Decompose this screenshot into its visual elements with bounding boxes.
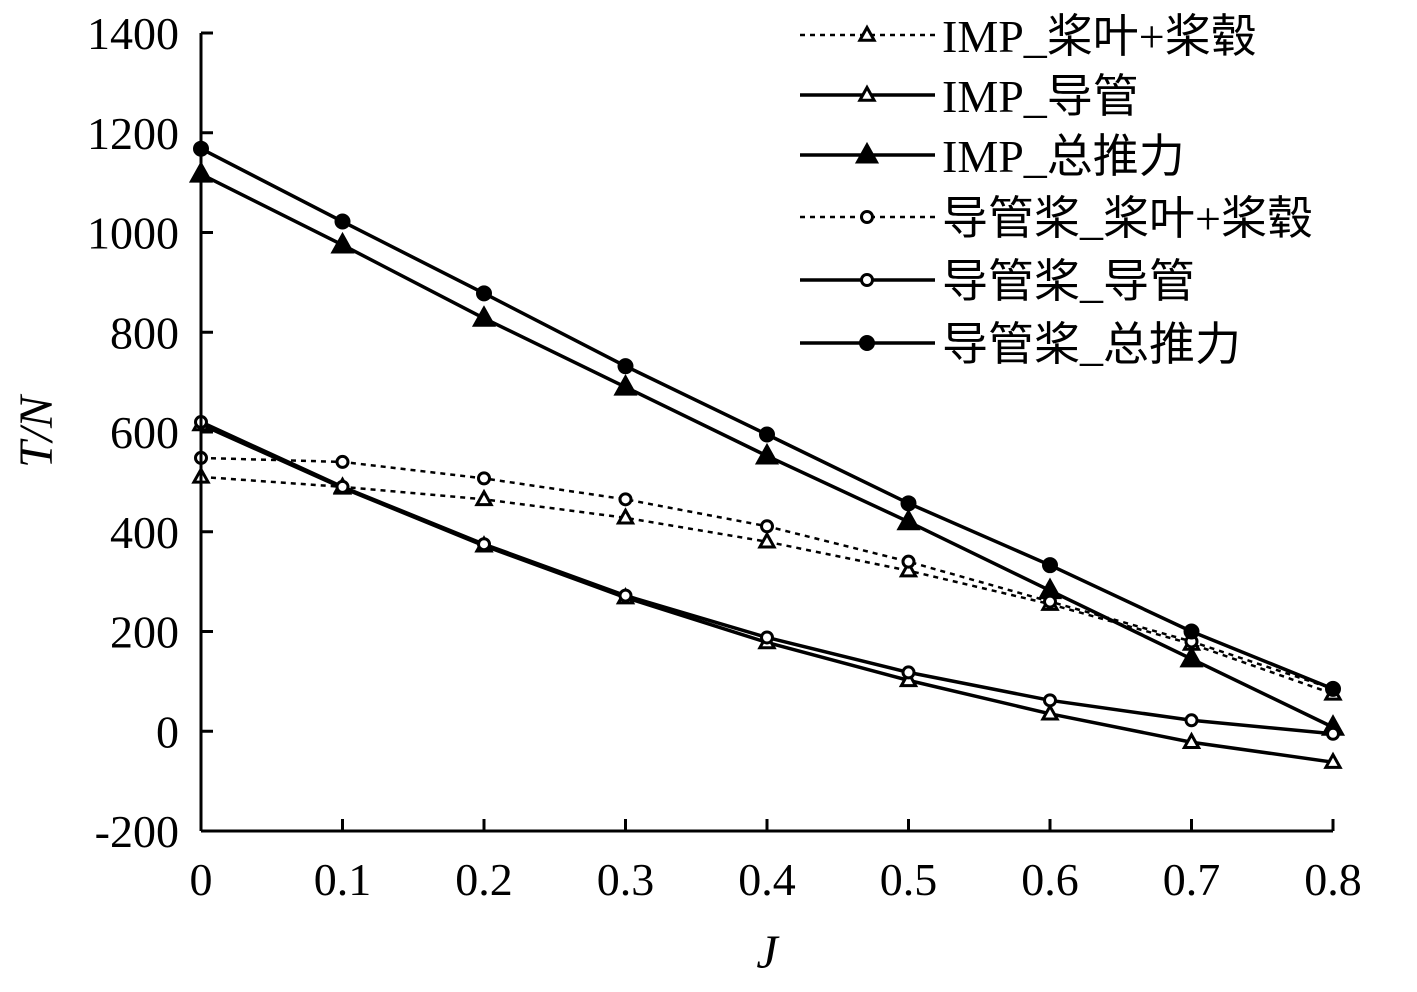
y-tick-label: 1200: [87, 108, 179, 159]
data-point: [901, 665, 916, 680]
legend-label: IMP_导管: [942, 71, 1139, 122]
data-point: [1043, 594, 1057, 609]
data-point: [1184, 713, 1199, 728]
series-2: [191, 413, 1343, 769]
x-tick-label: 0.3: [597, 854, 655, 905]
data-point: [618, 588, 633, 603]
data-point: [1040, 703, 1060, 721]
data-point: [477, 537, 491, 552]
legend-marker: [857, 84, 877, 102]
legend-marker: [859, 335, 875, 351]
data-point: [330, 231, 355, 254]
x-tick-label: 0.5: [880, 854, 938, 905]
y-tick-label: 200: [110, 607, 179, 658]
data-point: [471, 305, 497, 327]
data-point: [617, 358, 634, 375]
data-point: [618, 492, 633, 507]
y-tick-label: 1000: [87, 208, 179, 259]
data-point: [1179, 645, 1204, 668]
data-point: [900, 495, 917, 512]
legend-label: IMP_总推力: [942, 131, 1185, 182]
legend-marker: [860, 273, 874, 287]
data-point: [613, 374, 638, 396]
x-tick-label: 0.1: [314, 854, 372, 905]
data-point: [335, 454, 350, 469]
y-tick-label: -200: [95, 806, 179, 857]
data-point: [757, 531, 777, 549]
data-point: [1181, 731, 1202, 749]
data-point: [760, 630, 774, 645]
data-point: [1183, 623, 1200, 640]
data-point: [1042, 557, 1058, 574]
series-line: [200, 475, 1334, 696]
legend-item: IMP_总推力: [800, 131, 1185, 182]
data-point: [1323, 751, 1343, 769]
data-point: [1325, 680, 1341, 697]
series-5: [194, 415, 1340, 741]
y-tick-label: 600: [110, 407, 179, 458]
data-point: [754, 442, 780, 465]
legend: IMP_桨叶+桨毂 IMP_导管 IMP_总推力导管桨_桨叶+桨毂导管桨_导管导管桨…: [800, 11, 1313, 370]
legend-label: IMP_桨叶+桨毂: [942, 11, 1257, 62]
legend-marker: [854, 141, 880, 164]
series-4: [194, 450, 1340, 696]
data-point: [335, 479, 350, 494]
series-line: [200, 420, 1334, 736]
series-3: [188, 161, 1346, 736]
x-ticks: 0 0.1 0.2 0.3 0.4 0.5 0.6 0.7 0.8: [190, 819, 1362, 905]
x-tick-label: 0: [190, 854, 213, 905]
y-tick-label: 0: [156, 706, 179, 757]
y-tick-label: 400: [110, 507, 179, 558]
x-tick-label: 0.7: [1163, 854, 1221, 905]
y-ticks: -200 0 200 400 600 800 1000 1200 1400: [87, 8, 213, 857]
plot-area: [188, 140, 1346, 769]
data-point: [474, 488, 494, 507]
legend-item: 导管桨_总推力: [800, 319, 1241, 370]
x-axis-label: J: [756, 926, 780, 979]
x-tick-label: 0.4: [738, 854, 796, 905]
legend-label: 导管桨_桨叶+桨毂: [942, 193, 1313, 244]
legend-item: IMP_导管: [800, 71, 1139, 122]
series-6: [193, 140, 1341, 697]
data-point: [615, 507, 636, 525]
x-tick-label: 0.2: [455, 854, 513, 905]
legend-marker: [857, 24, 877, 42]
data-point: [334, 213, 351, 230]
data-point: [1043, 693, 1057, 708]
y-axis-label: T/N: [10, 393, 63, 468]
data-point: [477, 471, 491, 486]
legend-item: IMP_桨叶+桨毂: [800, 11, 1257, 62]
x-tick-label: 0.6: [1021, 854, 1079, 905]
legend-item: 导管桨_导管: [800, 256, 1195, 307]
legend-label: 导管桨_导管: [942, 256, 1195, 307]
data-point: [896, 508, 921, 531]
series-line: [200, 456, 1334, 691]
legend-item: 导管桨_桨叶+桨毂: [800, 193, 1313, 244]
series-line: [200, 422, 1334, 764]
x-tick-label: 0.8: [1304, 854, 1362, 905]
data-point: [901, 554, 916, 569]
y-tick-label: 1400: [87, 8, 179, 59]
data-point: [760, 519, 774, 534]
data-point: [476, 285, 492, 302]
data-point: [898, 560, 919, 578]
data-point: [1326, 726, 1340, 741]
series-1: [191, 466, 1343, 701]
y-tick-label: 800: [110, 307, 179, 358]
legend-label: 导管桨_总推力: [942, 319, 1241, 370]
data-point: [759, 426, 775, 443]
legend-marker: [860, 210, 874, 224]
